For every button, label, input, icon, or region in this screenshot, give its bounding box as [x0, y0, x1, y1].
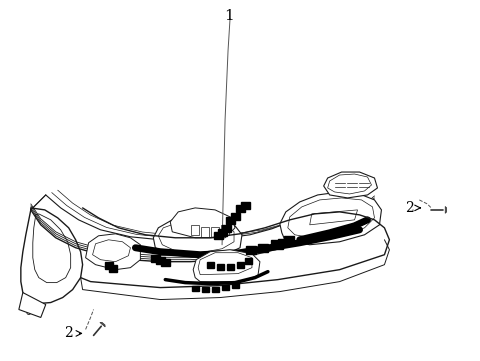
Bar: [274, 242, 283, 249]
Bar: [278, 239, 287, 246]
Bar: [246, 246, 256, 254]
Bar: [105, 262, 113, 269]
Bar: [217, 264, 224, 270]
Polygon shape: [193, 250, 260, 282]
Bar: [156, 257, 165, 264]
Bar: [231, 213, 240, 220]
Polygon shape: [85, 234, 140, 270]
Bar: [218, 229, 227, 236]
Polygon shape: [153, 218, 242, 258]
Bar: [222, 284, 229, 290]
Polygon shape: [324, 172, 377, 198]
Polygon shape: [310, 210, 358, 225]
Bar: [226, 217, 235, 224]
Bar: [284, 236, 294, 244]
Text: 1: 1: [224, 9, 234, 23]
Bar: [207, 262, 214, 268]
Polygon shape: [191, 225, 199, 235]
Bar: [258, 244, 268, 252]
Polygon shape: [211, 227, 219, 237]
Bar: [271, 240, 281, 248]
Text: 2: 2: [405, 201, 414, 215]
Bar: [192, 286, 199, 291]
Bar: [212, 287, 219, 292]
Bar: [237, 262, 244, 268]
Polygon shape: [100, 322, 105, 327]
Bar: [108, 265, 118, 271]
Bar: [245, 258, 252, 264]
Bar: [151, 255, 160, 262]
Bar: [236, 205, 245, 212]
Polygon shape: [221, 225, 229, 235]
Polygon shape: [445, 206, 447, 213]
Bar: [222, 225, 231, 232]
Bar: [161, 259, 170, 266]
Text: 2: 2: [64, 326, 73, 340]
Bar: [241, 202, 250, 209]
Polygon shape: [201, 227, 209, 237]
Polygon shape: [19, 292, 46, 317]
Polygon shape: [280, 192, 382, 245]
Polygon shape: [170, 208, 235, 238]
Bar: [232, 283, 239, 288]
Bar: [227, 264, 234, 270]
Bar: [214, 232, 223, 239]
Bar: [202, 287, 209, 292]
